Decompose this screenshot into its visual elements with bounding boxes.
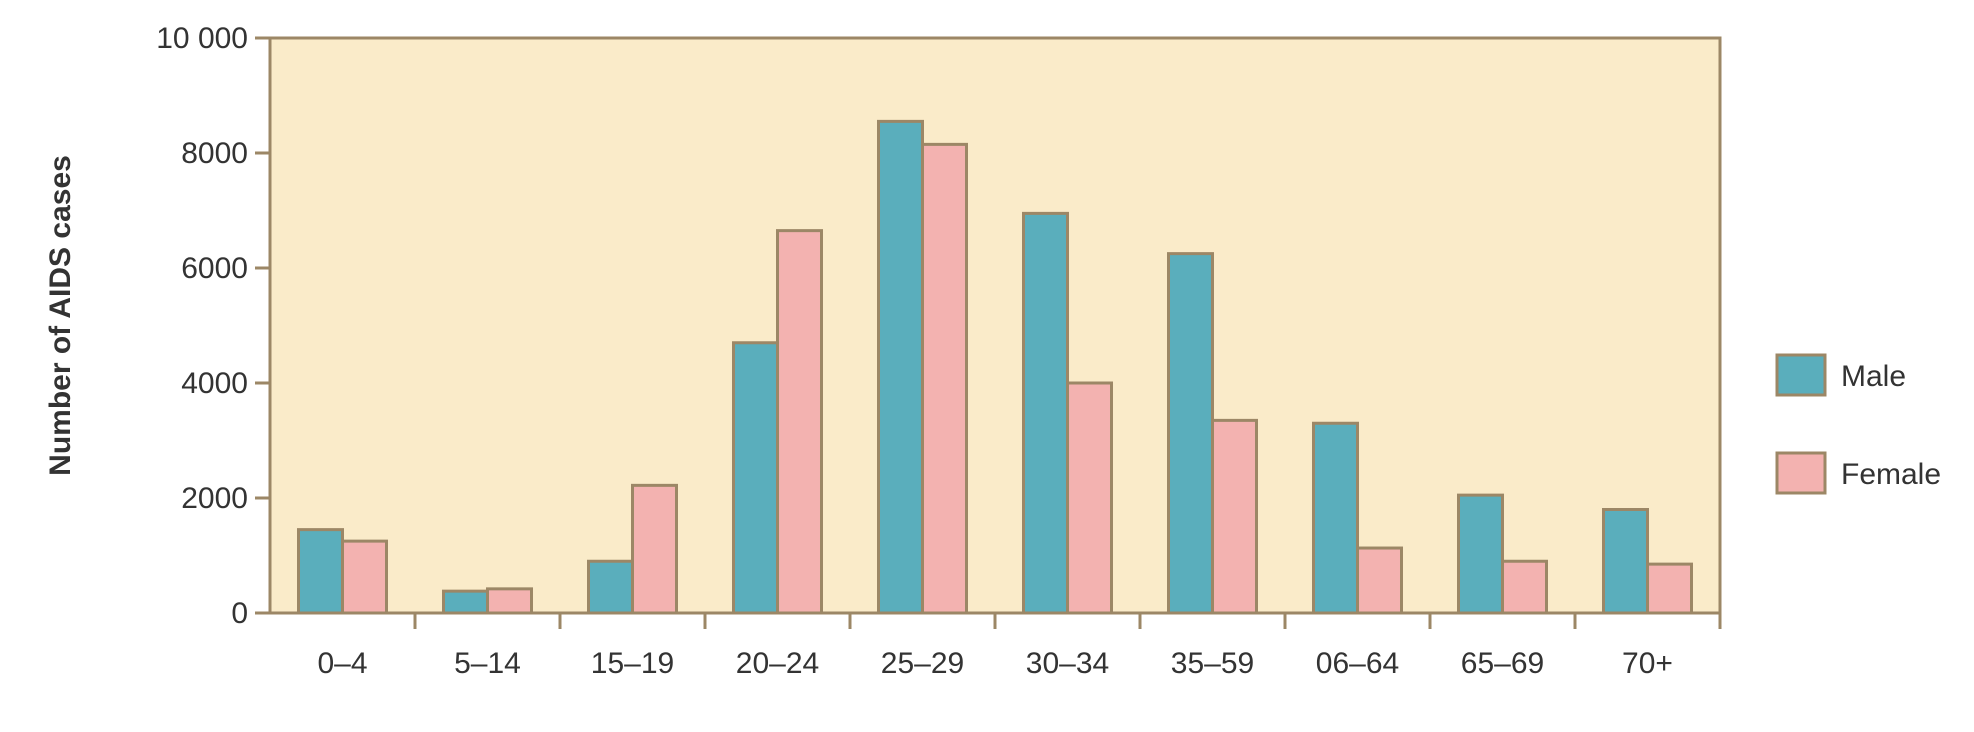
legend-swatch-female [1775,451,1827,495]
x-tick-label: 65–69 [1461,647,1544,680]
bar-male [1312,421,1359,615]
bar-female [486,587,533,615]
y-axis-title: Number of AIDS cases [44,155,77,476]
bar-female [1356,546,1403,615]
bar-female [631,483,678,615]
labels-layer: 0 2000 4000 6000 8000 10 000 0–4 5–14 15–19 20–24… [156,22,1673,680]
x-tick-label: 15–19 [591,647,674,680]
x-tick-label: 30–34 [1026,647,1109,680]
bar-male [1602,508,1649,615]
bar-female [1501,559,1548,615]
y-tick-label: 2000 [181,482,248,515]
x-tick-label: 0–4 [317,647,367,680]
bar-female [1646,562,1693,615]
bar-female [1211,418,1258,615]
bar-male [1022,211,1069,615]
x-tick-label: 06–64 [1316,647,1399,680]
x-tick-label: 25–29 [881,647,964,680]
bar-female [341,539,388,615]
legend-label-male: Male [1841,360,1906,393]
y-tick-label: 10 000 [156,22,248,55]
y-tick-label: 8000 [181,137,248,170]
x-tick-label: 20–24 [736,647,819,680]
bar-female [776,229,823,615]
bar-male [1167,252,1214,615]
legend-swatch-male [1775,353,1827,397]
y-tick-label: 6000 [181,252,248,285]
x-tick-label: 5–14 [454,647,521,680]
bar-male [732,341,779,615]
bar-male [297,528,344,615]
bar-male [877,119,924,615]
bar-male [587,559,634,615]
legend: Male Female [1775,353,1941,495]
x-tick-label: 35–59 [1171,647,1254,680]
bar-male [442,589,489,615]
legend-label-female: Female [1841,458,1941,491]
bar-male [1457,493,1504,615]
axes-layer [255,36,1722,629]
y-tick-label: 4000 [181,367,248,400]
x-tick-label: 70+ [1622,647,1673,680]
bars-layer [297,119,1693,615]
bar-female [921,142,968,615]
y-tick-label: 0 [231,597,248,630]
bar-female [1066,381,1113,615]
